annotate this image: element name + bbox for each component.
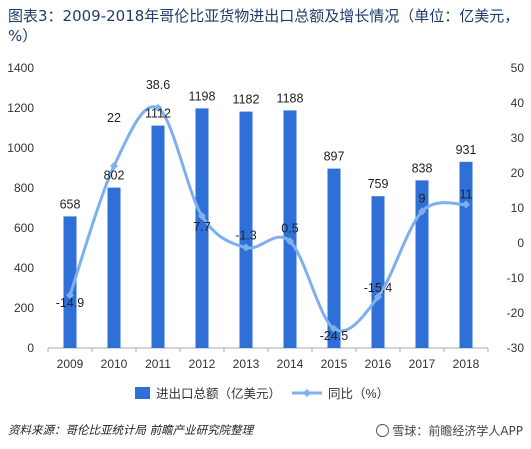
y-right-tick-label: -20	[507, 306, 525, 320]
line-value-label: 11	[460, 188, 473, 202]
bar	[151, 125, 165, 348]
watermark-text: 雪球：前瞻经济学人APP	[392, 424, 523, 438]
legend-bar-swatch	[135, 387, 150, 399]
line-value-label: 38.6	[146, 78, 170, 92]
line-point	[462, 200, 470, 209]
bar-value-label: 759	[368, 177, 389, 191]
bar	[283, 110, 297, 349]
bar-value-label: 897	[324, 150, 345, 164]
x-tick-label: 2016	[365, 357, 392, 371]
bar	[63, 216, 77, 348]
watermark: 雪球：前瞻经济学人APP	[376, 422, 523, 439]
growth-line	[68, 105, 468, 333]
x-tick-label: 2013	[233, 357, 260, 371]
bar	[327, 168, 341, 348]
bar-value-label: 931	[456, 143, 477, 157]
line-value-label: 22	[107, 111, 121, 125]
source-note: 资料来源：哥伦比亚统计局 前瞻产业研究院整理	[8, 423, 254, 437]
line-value-label: -1.3	[235, 229, 257, 243]
x-tick-label: 2012	[189, 357, 216, 371]
line-value-label: -24.5	[320, 329, 349, 343]
line-value-label: -14.9	[56, 296, 85, 310]
line-point	[242, 243, 250, 252]
y-right-tick-label: -30	[507, 341, 525, 355]
y-left-tick-label: 800	[14, 181, 34, 195]
legend-bar-label: 进出口总额（亿美元）	[156, 386, 281, 401]
y-right-tick-label: 30	[511, 131, 525, 145]
y-left-tick-label: 0	[27, 341, 34, 355]
x-tick-label: 2009	[57, 357, 84, 371]
y-right-tick-label: 0	[517, 236, 524, 250]
y-left-tick-label: 1000	[7, 141, 34, 155]
bar	[371, 196, 385, 348]
line-point	[110, 162, 118, 170]
y-right-tick-label: 40	[511, 96, 525, 110]
bar-value-label: 1198	[189, 89, 216, 103]
line-point	[418, 207, 426, 216]
line-value-label: 0.5	[281, 221, 298, 235]
snowball-icon	[376, 424, 390, 437]
legend-line-marker	[303, 389, 311, 397]
bar-value-label: 838	[412, 161, 433, 175]
y-left-tick-label: 1200	[7, 101, 34, 115]
y-right-tick-label: 50	[511, 61, 525, 75]
legend-line-label: 同比（%）	[328, 387, 389, 401]
bar-value-label: 802	[104, 169, 125, 183]
x-tick-label: 2015	[321, 357, 348, 371]
bar	[195, 108, 209, 349]
line-point	[286, 237, 294, 246]
y-left-tick-label: 200	[14, 301, 34, 315]
x-tick-label: 2014	[277, 357, 304, 371]
line-value-label: -15.4	[364, 281, 393, 295]
bar	[107, 187, 121, 348]
x-tick-label: 2017	[409, 357, 436, 371]
footer: 资料来源：哥伦比亚统计局 前瞻产业研究院整理 雪球：前瞻经济学人APP	[8, 420, 523, 442]
bar-value-label: 658	[60, 197, 81, 211]
y-left-tick-label: 400	[14, 261, 34, 275]
y-left-tick-label: 600	[14, 221, 34, 235]
y-right-tick-label: -10	[507, 271, 525, 285]
line-point	[374, 292, 382, 301]
bar-value-label: 1112	[145, 107, 171, 121]
line-point	[198, 212, 206, 221]
x-tick-label: 2010	[101, 357, 128, 371]
bar	[415, 180, 429, 348]
x-tick-label: 2018	[453, 357, 480, 371]
bar-value-label: 1182	[233, 93, 260, 107]
bar	[239, 111, 253, 348]
line-point	[330, 324, 338, 333]
y-right-tick-label: 10	[511, 201, 525, 215]
line-value-label: 7.7	[193, 220, 210, 234]
bar-value-label: 1188	[277, 91, 304, 105]
y-left-tick-label: 1400	[7, 61, 34, 75]
y-right-tick-label: 20	[511, 166, 525, 180]
chart-title: 图表3：2009-2018年哥伦比亚货物进出口总额及增长情况（单位：亿美元，%）	[8, 7, 520, 45]
x-tick-label: 2011	[145, 357, 171, 371]
line-value-label: 9	[419, 192, 426, 206]
line-point	[66, 291, 74, 300]
bar	[459, 161, 473, 348]
line-point	[154, 103, 162, 112]
